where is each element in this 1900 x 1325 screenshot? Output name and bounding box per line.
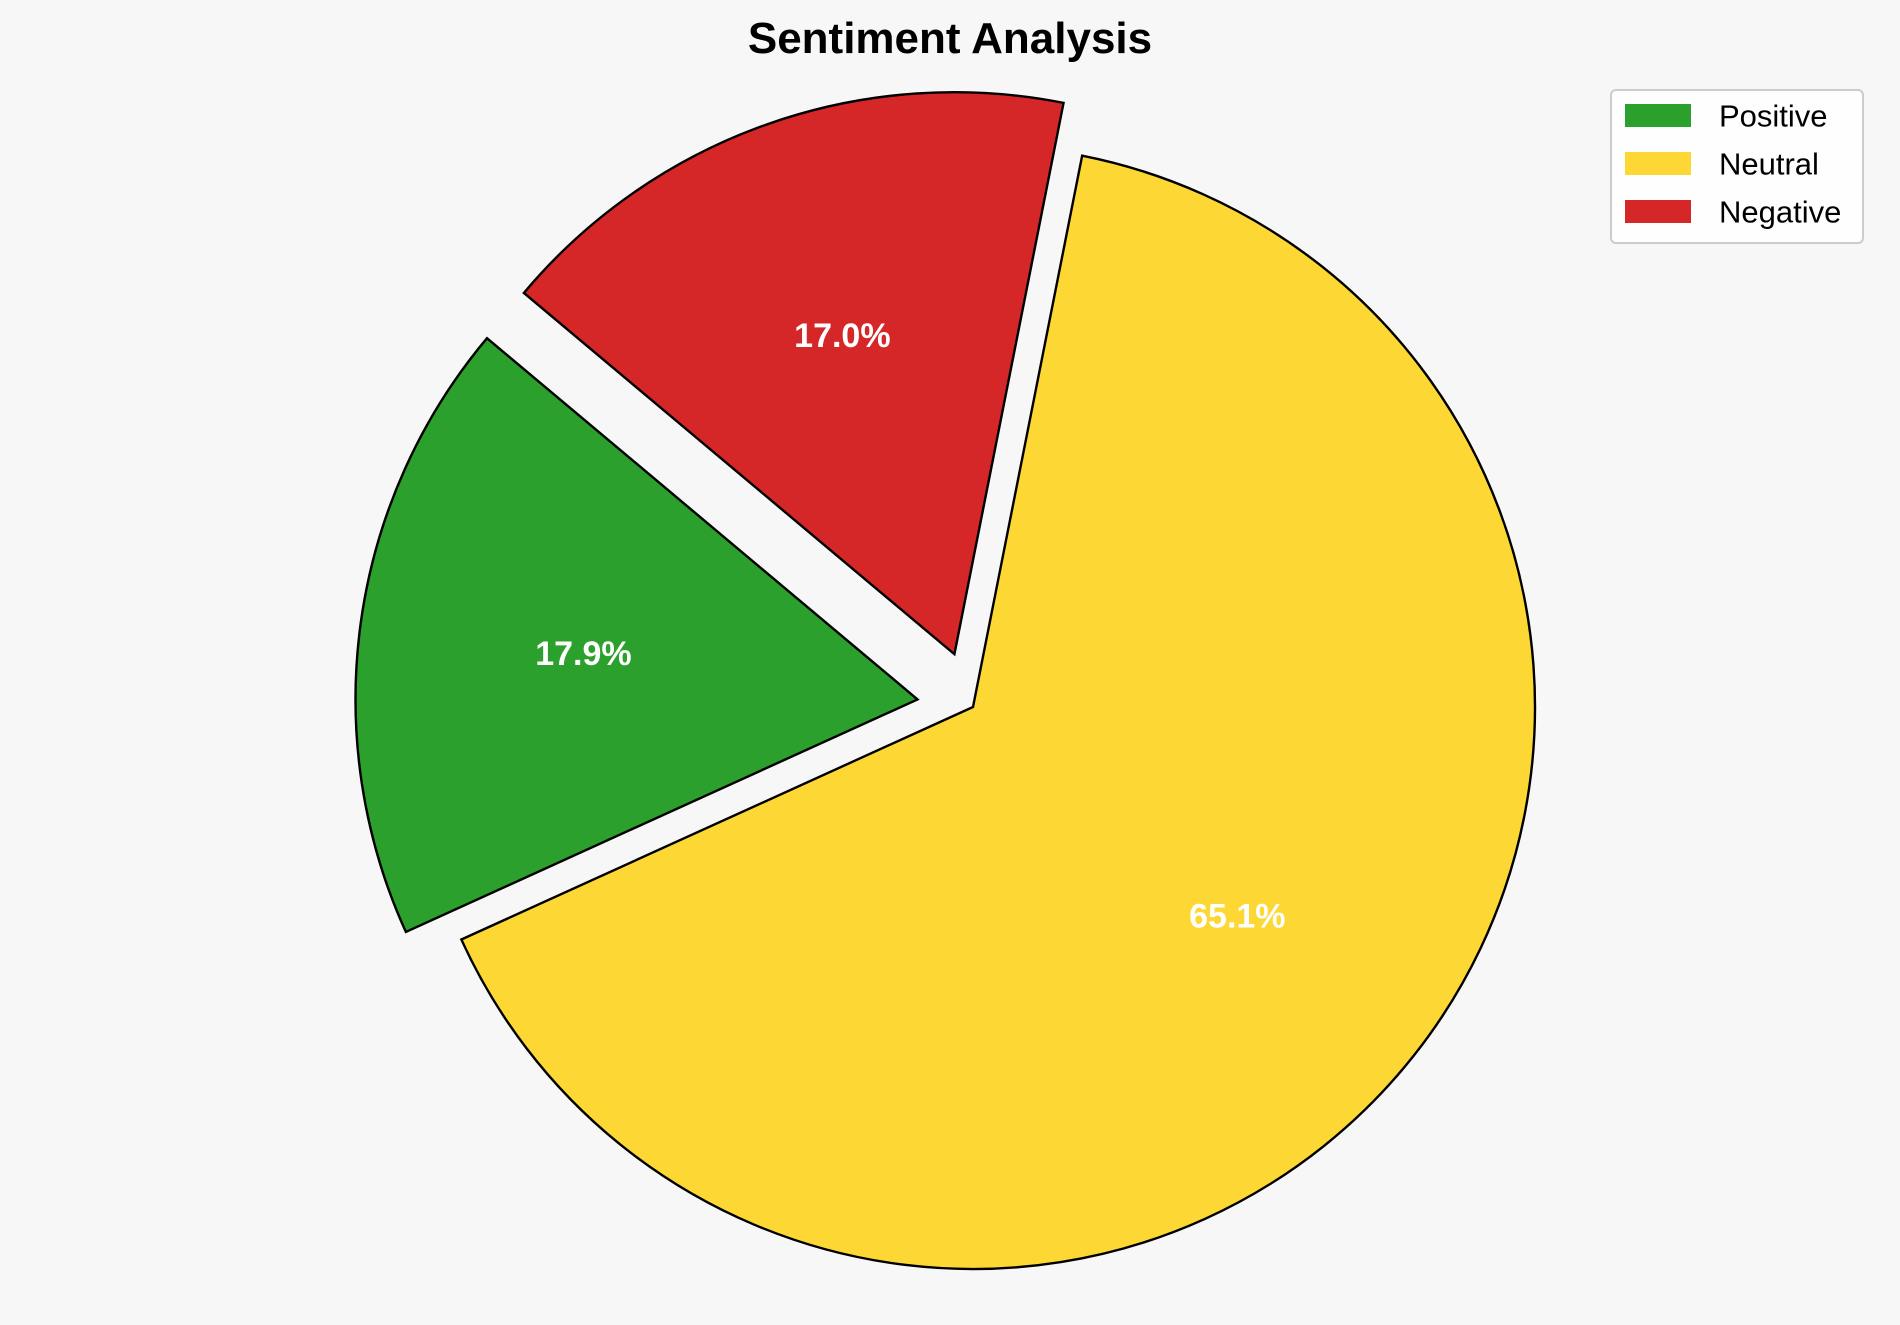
legend-swatch-neutral — [1625, 152, 1691, 175]
pct-label-positive: 17.9% — [535, 635, 631, 673]
legend: Positive Neutral Negative — [1610, 89, 1864, 244]
legend-label-negative: Negative — [1719, 195, 1841, 230]
chart-title: Sentiment Analysis — [748, 14, 1152, 63]
slice-labels: 17.9% 65.1% 17.0% — [535, 317, 1285, 935]
pie-slice-neutral — [459, 154, 1537, 1271]
pct-label-neutral: 65.1% — [1189, 897, 1285, 935]
pie-slice-positive — [354, 336, 920, 934]
pct-label-negative: 17.0% — [794, 317, 890, 355]
legend-swatch-negative — [1625, 200, 1691, 223]
legend-label-neutral: Neutral — [1719, 147, 1819, 182]
legend-swatch-positive — [1625, 104, 1691, 127]
legend-label-positive: Positive — [1719, 99, 1828, 134]
pie-slice-negative — [522, 91, 1065, 657]
pie-slices — [354, 91, 1537, 1271]
